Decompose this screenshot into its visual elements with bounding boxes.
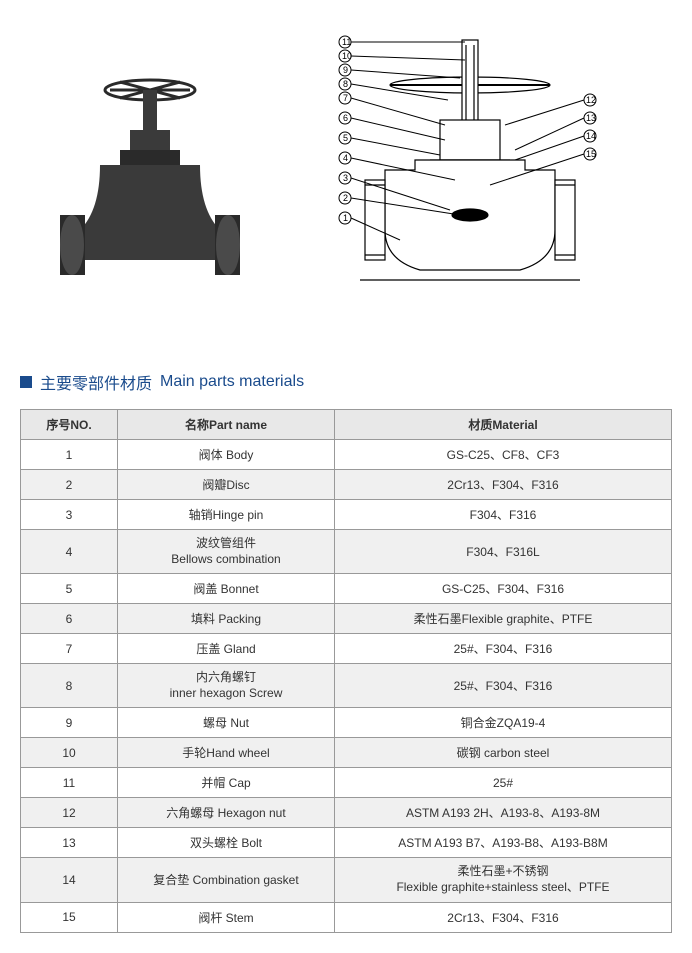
cell-material: GS-C25、CF8、CF3 (335, 440, 672, 470)
svg-text:1: 1 (343, 213, 348, 223)
section-title-en: Main parts materials (160, 373, 304, 391)
table-row: 6填料 Packing柔性石墨Flexible graphite、PTFE (21, 604, 672, 634)
cell-no: 8 (21, 664, 118, 708)
callout-11: 11 (339, 36, 465, 48)
table-row: 1阀体 BodyGS-C25、CF8、CF3 (21, 440, 672, 470)
cell-part: 阀体 Body (118, 440, 335, 470)
svg-text:4: 4 (343, 153, 348, 163)
cell-part: 阀盖 Bonnet (118, 574, 335, 604)
table-row: 9螺母 Nut铜合金ZQA19-4 (21, 708, 672, 738)
table-row: 2阀瓣Disc2Cr13、F304、F316 (21, 470, 672, 500)
cell-no: 2 (21, 470, 118, 500)
cell-material: F304、F316L (335, 530, 672, 574)
cell-part: 压盖 Gland (118, 634, 335, 664)
table-row: 12六角螺母 Hexagon nutASTM A193 2H、A193-8、A1… (21, 798, 672, 828)
cell-material: 25#、F304、F316 (335, 634, 672, 664)
cell-no: 6 (21, 604, 118, 634)
cell-no: 10 (21, 738, 118, 768)
valve-cross-section-drawing: 11 10 9 8 7 6 5 4 3 2 1 12 13 14 15 (290, 30, 610, 320)
cell-material: 25# (335, 768, 672, 798)
table-row: 8内六角螺钉inner hexagon Screw25#、F304、F316 (21, 664, 672, 708)
svg-text:12: 12 (586, 95, 596, 105)
cell-material: 柔性石墨Flexible graphite、PTFE (335, 604, 672, 634)
callout-10: 10 (339, 50, 465, 62)
svg-text:13: 13 (586, 113, 596, 123)
cell-material: F304、F316 (335, 500, 672, 530)
cell-material: 柔性石墨+不锈钢Flexible graphite+stainless stee… (335, 858, 672, 902)
cell-part: 阀杆 Stem (118, 902, 335, 932)
cell-material: 2Cr13、F304、F316 (335, 470, 672, 500)
valve-photo (40, 60, 260, 290)
cell-no: 15 (21, 902, 118, 932)
cell-no: 11 (21, 768, 118, 798)
table-header-row: 序号NO. 名称Part name 材质Material (21, 410, 672, 440)
cell-no: 1 (21, 440, 118, 470)
svg-text:7: 7 (343, 93, 348, 103)
svg-text:14: 14 (586, 131, 596, 141)
cell-no: 9 (21, 708, 118, 738)
cell-part: 螺母 Nut (118, 708, 335, 738)
cell-material: 碳钢 carbon steel (335, 738, 672, 768)
cell-part: 双头螺栓 Bolt (118, 828, 335, 858)
table-row: 15阀杆 Stem2Cr13、F304、F316 (21, 902, 672, 932)
table-row: 11并帽 Cap25# (21, 768, 672, 798)
diagram-area: 11 10 9 8 7 6 5 4 3 2 1 12 13 14 15 (20, 20, 672, 350)
svg-text:11: 11 (342, 37, 351, 47)
cell-part: 波纹管组件Bellows combination (118, 530, 335, 574)
callout-6: 6 (339, 112, 445, 140)
cell-material: ASTM A193 2H、A193-8、A193-8M (335, 798, 672, 828)
cell-part: 六角螺母 Hexagon nut (118, 798, 335, 828)
cell-part: 内六角螺钉inner hexagon Screw (118, 664, 335, 708)
cell-no: 12 (21, 798, 118, 828)
svg-text:5: 5 (343, 133, 348, 143)
table-row: 3轴销Hinge pinF304、F316 (21, 500, 672, 530)
table-row: 7压盖 Gland25#、F304、F316 (21, 634, 672, 664)
callout-8: 8 (339, 78, 448, 100)
cell-part: 轴销Hinge pin (118, 500, 335, 530)
callout-9: 9 (339, 64, 460, 78)
cell-part: 复合垫 Combination gasket (118, 858, 335, 902)
table-row: 5阀盖 BonnetGS-C25、F304、F316 (21, 574, 672, 604)
cell-part: 手轮Hand wheel (118, 738, 335, 768)
header-material: 材质Material (335, 410, 672, 440)
cell-part: 阀瓣Disc (118, 470, 335, 500)
cell-material: 铜合金ZQA19-4 (335, 708, 672, 738)
cell-no: 7 (21, 634, 118, 664)
cell-no: 5 (21, 574, 118, 604)
table-row: 4波纹管组件Bellows combinationF304、F316L (21, 530, 672, 574)
callout-12: 12 (505, 94, 596, 125)
cell-no: 3 (21, 500, 118, 530)
cell-material: GS-C25、F304、F316 (335, 574, 672, 604)
svg-text:3: 3 (343, 173, 348, 183)
cell-material: 25#、F304、F316 (335, 664, 672, 708)
table-row: 10手轮Hand wheel碳钢 carbon steel (21, 738, 672, 768)
cell-part: 并帽 Cap (118, 768, 335, 798)
svg-text:2: 2 (343, 193, 348, 203)
table-row: 14复合垫 Combination gasket柔性石墨+不锈钢Flexible… (21, 858, 672, 902)
section-title-cn: 主要零部件材质 (40, 370, 152, 394)
cell-no: 4 (21, 530, 118, 574)
section-title: 主要零部件材质 Main parts materials (20, 370, 672, 394)
cell-material: ASTM A193 B7、A193-B8、A193-B8M (335, 828, 672, 858)
svg-text:10: 10 (342, 51, 352, 61)
svg-text:6: 6 (343, 113, 348, 123)
cell-no: 14 (21, 858, 118, 902)
svg-text:9: 9 (343, 65, 348, 75)
materials-table: 序号NO. 名称Part name 材质Material 1阀体 BodyGS-… (20, 409, 672, 933)
table-row: 13双头螺栓 BoltASTM A193 B7、A193-B8、A193-B8M (21, 828, 672, 858)
svg-text:8: 8 (343, 79, 348, 89)
header-part: 名称Part name (118, 410, 335, 440)
cell-material: 2Cr13、F304、F316 (335, 902, 672, 932)
square-bullet-icon (20, 376, 32, 388)
cell-part: 填料 Packing (118, 604, 335, 634)
cell-no: 13 (21, 828, 118, 858)
header-no: 序号NO. (21, 410, 118, 440)
svg-text:15: 15 (586, 149, 596, 159)
